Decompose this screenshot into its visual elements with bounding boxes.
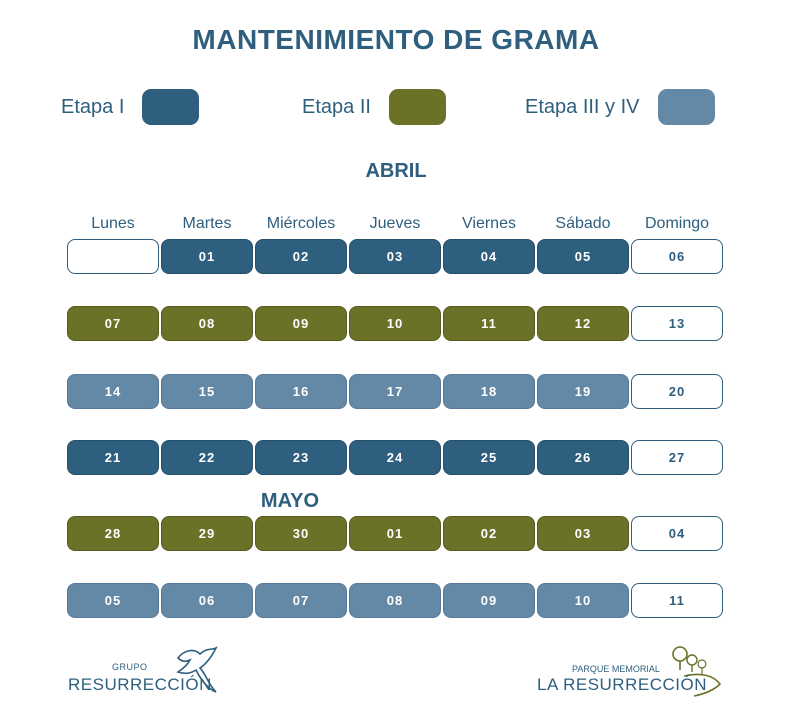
calendar-day-cell: 03 <box>537 516 629 551</box>
legend-swatch-stage-1 <box>142 89 200 125</box>
calendar-day-cell: 11 <box>443 306 535 341</box>
calendar-day-cell: 14 <box>67 374 159 409</box>
calendar-day-cell: 03 <box>349 239 441 274</box>
weekday-header: Domingo <box>644 215 710 232</box>
weekday-header: Miércoles <box>266 215 336 232</box>
weekday-header: Sábado <box>555 215 611 232</box>
logo-right-small-text: PARQUE MEMORIAL <box>572 664 660 674</box>
calendar-day-cell: 26 <box>537 440 629 475</box>
legend-stage-3-4: Etapa III y IV <box>525 89 715 125</box>
weekday-header: Martes <box>182 215 232 232</box>
weekday-header: Lunes <box>91 215 135 232</box>
calendar-day-cell: 08 <box>349 583 441 618</box>
calendar-day-cell: 01 <box>161 239 253 274</box>
calendar-day-cell: 11 <box>631 583 723 618</box>
calendar-day-cell: 06 <box>631 239 723 274</box>
logo-left-small-text: GRUPO <box>112 662 148 672</box>
calendar-day-cell: 04 <box>631 516 723 551</box>
logo-right-big-text: LA RESURRECCIÓN <box>537 675 707 694</box>
calendar-day-cell: 07 <box>255 583 347 618</box>
calendar-day-cell: 30 <box>255 516 347 551</box>
calendar-day-cell: 18 <box>443 374 535 409</box>
calendar-day-cell: 16 <box>255 374 347 409</box>
legend-label-stage-3-4: Etapa III y IV <box>525 95 640 118</box>
calendar-day-cell: 27 <box>631 440 723 475</box>
calendar-day-cell: 13 <box>631 306 723 341</box>
calendar-day-cell: 22 <box>161 440 253 475</box>
legend-swatch-stage-3-4 <box>657 89 715 125</box>
calendar-day-cell: 12 <box>537 306 629 341</box>
logo-grupo-resurreccion: GRUPO RESURRECCIÓN <box>66 644 226 700</box>
calendar-day-cell: 20 <box>631 374 723 409</box>
calendar-day-cell: 29 <box>161 516 253 551</box>
calendar-day-cell: 05 <box>537 239 629 274</box>
calendar-day-cell: 17 <box>349 374 441 409</box>
calendar-day-cell: 02 <box>255 239 347 274</box>
calendar-day-cell: 04 <box>443 239 535 274</box>
calendar-day-cell: 02 <box>443 516 535 551</box>
calendar-day-cell: 24 <box>349 440 441 475</box>
calendar-day-cell: 19 <box>537 374 629 409</box>
legend-label-stage-2: Etapa II <box>302 95 371 118</box>
calendar-day-cell: 09 <box>443 583 535 618</box>
legend-stage-1: Etapa I <box>61 89 200 125</box>
calendar-day-cell: 01 <box>349 516 441 551</box>
logo-parque-memorial: PARQUE MEMORIAL LA RESURRECCIÓN <box>534 642 734 700</box>
legend-swatch-stage-2 <box>388 89 446 125</box>
page-title: MANTENIMIENTO DE GRAMA <box>192 24 600 55</box>
calendar-day-cell: 07 <box>67 306 159 341</box>
weekday-header: Viernes <box>462 215 516 232</box>
dove-icon: GRUPO RESURRECCIÓN <box>68 646 218 694</box>
calendar-empty-cell <box>67 239 159 274</box>
calendar-day-cell: 09 <box>255 306 347 341</box>
month-label-april: ABRIL <box>365 160 427 182</box>
weekday-header: Jueves <box>369 215 421 232</box>
calendar-day-cell: 06 <box>161 583 253 618</box>
legend-stage-2: Etapa II <box>302 89 446 125</box>
month-label-may: MAYO <box>260 490 320 512</box>
calendar-day-cell: 10 <box>537 583 629 618</box>
logo-left-big-text: RESURRECCIÓN <box>68 675 212 694</box>
calendar-day-cell: 23 <box>255 440 347 475</box>
calendar-day-cell: 08 <box>161 306 253 341</box>
calendar-day-cell: 25 <box>443 440 535 475</box>
calendar-day-cell: 21 <box>67 440 159 475</box>
calendar-day-cell: 05 <box>67 583 159 618</box>
calendar-day-cell: 28 <box>67 516 159 551</box>
trees-icon: PARQUE MEMORIAL LA RESURRECCIÓN <box>537 646 722 697</box>
calendar-day-cell: 10 <box>349 306 441 341</box>
legend-label-stage-1: Etapa I <box>61 95 125 118</box>
calendar-day-cell: 15 <box>161 374 253 409</box>
